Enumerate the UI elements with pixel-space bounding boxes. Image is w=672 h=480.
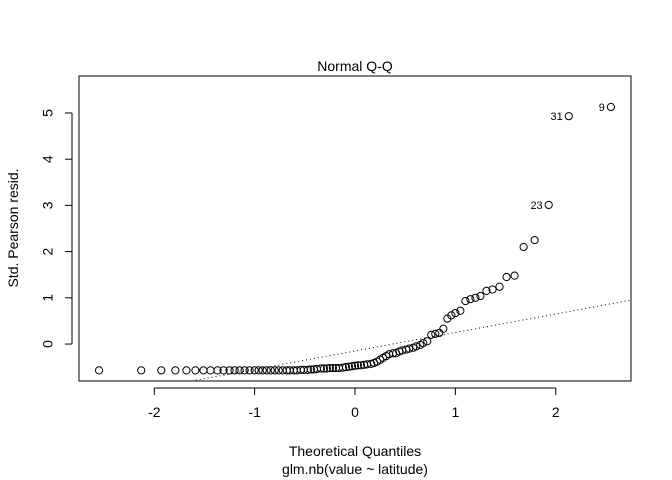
data-point (319, 364, 328, 373)
y-tick-label: 1 (40, 294, 56, 302)
x-tick-label: -2 (148, 404, 161, 420)
data-point (245, 366, 254, 375)
plot-frame (78, 75, 632, 382)
data-point (439, 324, 448, 333)
data-point (199, 366, 208, 375)
x-axis-label: Theoretical Quantiles (289, 443, 421, 459)
data-point (328, 363, 338, 373)
y-axis-label: Std. Pearson resid. (5, 168, 21, 287)
data-points (94, 102, 616, 375)
y-axis: 0 1 2 3 4 5 (40, 109, 73, 348)
data-point (461, 296, 470, 306)
data-point (306, 365, 315, 374)
data-point (564, 112, 573, 121)
x-axis-sublabel: glm.nb(value ~ latitude) (282, 461, 428, 477)
data-point (423, 337, 432, 346)
data-point (254, 366, 263, 375)
data-point (322, 364, 331, 373)
data-point (476, 291, 485, 301)
y-tick-label: 0 (40, 340, 56, 348)
data-point (347, 362, 357, 371)
data-point (225, 366, 234, 375)
data-point (427, 330, 436, 339)
data-point (230, 366, 239, 375)
y-tick-label: 5 (40, 109, 56, 117)
data-point (137, 366, 146, 375)
data-point (466, 295, 475, 304)
data-point (495, 282, 504, 291)
data-point (341, 363, 351, 372)
data-point (182, 366, 191, 375)
data-point (219, 366, 228, 375)
data-point (353, 361, 363, 370)
data-point (262, 366, 271, 375)
data-point (431, 329, 440, 338)
data-point (235, 366, 244, 375)
x-tick-label: 1 (451, 404, 459, 420)
data-point (482, 286, 491, 295)
data-point (338, 363, 348, 372)
data-point (240, 366, 249, 375)
data-point (606, 102, 616, 112)
x-axis: -2 -1 0 1 2 (148, 387, 560, 420)
data-point (510, 271, 519, 280)
y-tick-label: 3 (40, 201, 56, 209)
point-label: 9 (599, 102, 605, 114)
data-point (191, 366, 200, 375)
data-point (316, 364, 325, 373)
data-point (471, 293, 480, 302)
data-point (405, 344, 414, 353)
data-point (213, 366, 222, 375)
data-point (270, 366, 279, 375)
data-point (447, 311, 456, 320)
data-point (435, 328, 444, 338)
chart-title: Normal Q-Q (317, 58, 393, 74)
data-point (344, 362, 354, 371)
data-point (157, 366, 166, 375)
y-tick-label: 4 (40, 155, 56, 163)
data-point (171, 366, 180, 375)
data-point (356, 361, 366, 370)
point-labels: 9 31 23 (530, 102, 604, 212)
data-point (274, 366, 283, 375)
x-tick-label: -1 (248, 404, 261, 420)
point-label: 23 (530, 200, 542, 212)
data-point (412, 342, 421, 351)
data-point (488, 285, 497, 294)
data-point (325, 363, 335, 373)
point-label: 31 (551, 111, 563, 123)
data-point (530, 235, 539, 245)
x-tick-label: 2 (552, 404, 560, 420)
data-point (303, 365, 312, 375)
data-point (451, 308, 460, 318)
data-point (389, 349, 398, 358)
reference-line (191, 299, 632, 382)
data-point (502, 272, 511, 282)
data-point (258, 366, 267, 375)
data-point (419, 339, 428, 348)
data-point (544, 200, 553, 210)
data-point (456, 306, 465, 315)
data-point (206, 366, 215, 375)
data-point (94, 366, 104, 375)
x-tick-label: 0 (351, 404, 359, 420)
data-point (519, 242, 528, 252)
y-tick-label: 2 (40, 248, 56, 256)
data-point (350, 361, 360, 370)
data-point (250, 366, 259, 375)
data-point (266, 366, 275, 375)
